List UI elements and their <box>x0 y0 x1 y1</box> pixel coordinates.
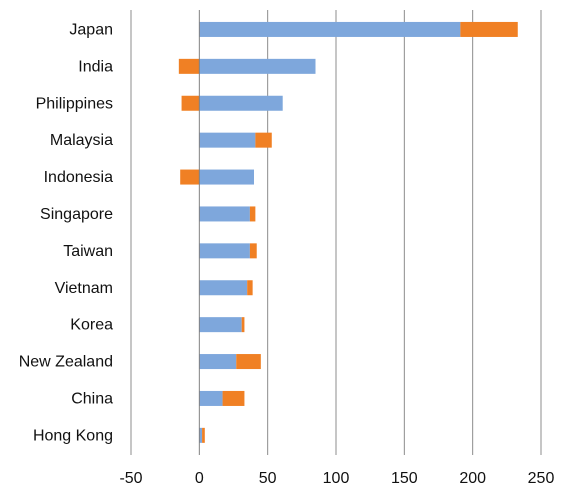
bar-taiwan-series-1 <box>199 243 250 259</box>
gridlines <box>130 10 542 455</box>
bar-taiwan-series-2 <box>249 243 257 259</box>
bars <box>178 21 518 443</box>
bar-japan-series-2 <box>460 21 518 37</box>
bar-korea-series-2 <box>241 317 245 333</box>
bar-malaysia-series-2 <box>255 132 272 148</box>
bar-korea-series-1 <box>199 317 242 333</box>
bar-singapore-series-2 <box>249 206 256 222</box>
bar-new-zealand-series-1 <box>199 354 237 370</box>
bar-japan-series-1 <box>199 21 461 37</box>
category-label-singapore: Singapore <box>40 206 113 223</box>
x-tick-label-100: 100 <box>323 470 350 487</box>
bar-hong-kong-series-2 <box>202 427 205 443</box>
category-label-new-zealand: New Zealand <box>19 354 113 371</box>
category-label-vietnam: Vietnam <box>55 280 113 297</box>
bar-vietnam-series-2 <box>247 280 253 296</box>
bar-malaysia-series-1 <box>199 132 256 148</box>
category-label-malaysia: Malaysia <box>50 132 113 149</box>
category-label-korea: Korea <box>70 317 113 334</box>
x-tick-labels: -50 0 50 100 150 200 250 <box>119 470 554 487</box>
x-tick-label-50: 50 <box>259 470 277 487</box>
bar-philippines-series-2 <box>181 95 200 111</box>
bar-china-series-1 <box>199 390 223 406</box>
category-label-china: China <box>71 390 113 407</box>
bar-philippines-series-1 <box>199 95 283 111</box>
x-tick-label-150: 150 <box>391 470 418 487</box>
bar-hong-kong-series-1 <box>199 427 203 443</box>
bar-indonesia-series-2 <box>180 169 200 185</box>
category-label-hong-kong: Hong Kong <box>33 427 113 444</box>
bar-new-zealand-series-2 <box>236 354 261 370</box>
category-label-japan: Japan <box>69 21 113 38</box>
category-label-philippines: Philippines <box>36 95 113 112</box>
x-tick-label-250: 250 <box>528 470 555 487</box>
bar-china-series-2 <box>222 390 245 406</box>
category-labels: Japan India Philippines Malaysia Indonesia Si… <box>19 21 113 444</box>
x-tick-label-neg50: -50 <box>119 470 142 487</box>
x-tick-label-0: 0 <box>195 470 204 487</box>
category-label-indonesia: Indonesia <box>44 169 113 186</box>
bar-indonesia-series-1 <box>199 169 254 185</box>
category-label-india: India <box>78 58 113 75</box>
bar-vietnam-series-1 <box>199 280 248 296</box>
x-tick-label-200: 200 <box>459 470 486 487</box>
bar-india-series-1 <box>199 58 316 74</box>
bar-india-series-2 <box>178 58 200 74</box>
category-label-taiwan: Taiwan <box>63 243 113 260</box>
bar-singapore-series-1 <box>199 206 250 222</box>
